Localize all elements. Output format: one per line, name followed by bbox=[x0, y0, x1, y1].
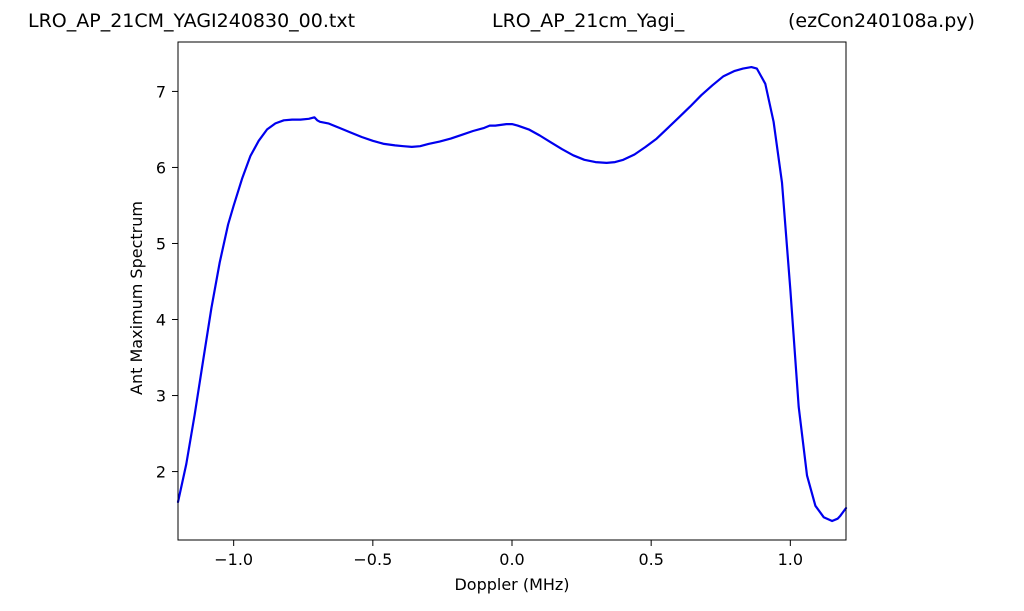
x-axis: −1.0 −0.5 0.0 0.5 1.0 bbox=[214, 540, 803, 569]
plot-area bbox=[176, 41, 848, 541]
script-name-title: (ezCon240108a.py) bbox=[788, 10, 975, 32]
x-axis-label: Doppler (MHz) bbox=[454, 575, 569, 594]
file-name-title: LRO_AP_21CM_YAGI240830_00.txt bbox=[28, 10, 356, 32]
series-line bbox=[176, 65, 848, 523]
y-tick-label: 6 bbox=[156, 158, 166, 177]
y-tick-label: 5 bbox=[156, 234, 166, 253]
y-tick-label: 4 bbox=[156, 311, 166, 330]
y-tick-label: 7 bbox=[156, 82, 166, 101]
plot-frame bbox=[177, 41, 847, 541]
x-tick-label: 1.0 bbox=[778, 550, 803, 569]
y-tick-label: 3 bbox=[156, 387, 166, 406]
antenna-name-title: LRO_AP_21cm_Yagi_ bbox=[492, 10, 685, 32]
y-axis-label: Ant Maximum Spectrum bbox=[127, 201, 146, 395]
x-tick-label: 0.0 bbox=[499, 550, 524, 569]
x-tick-label: 0.5 bbox=[638, 550, 663, 569]
x-tick-label: −1.0 bbox=[214, 550, 253, 569]
y-axis: 2 3 4 5 6 7 bbox=[156, 82, 178, 482]
y-tick-label: 2 bbox=[156, 463, 166, 482]
x-tick-label: −0.5 bbox=[353, 550, 392, 569]
